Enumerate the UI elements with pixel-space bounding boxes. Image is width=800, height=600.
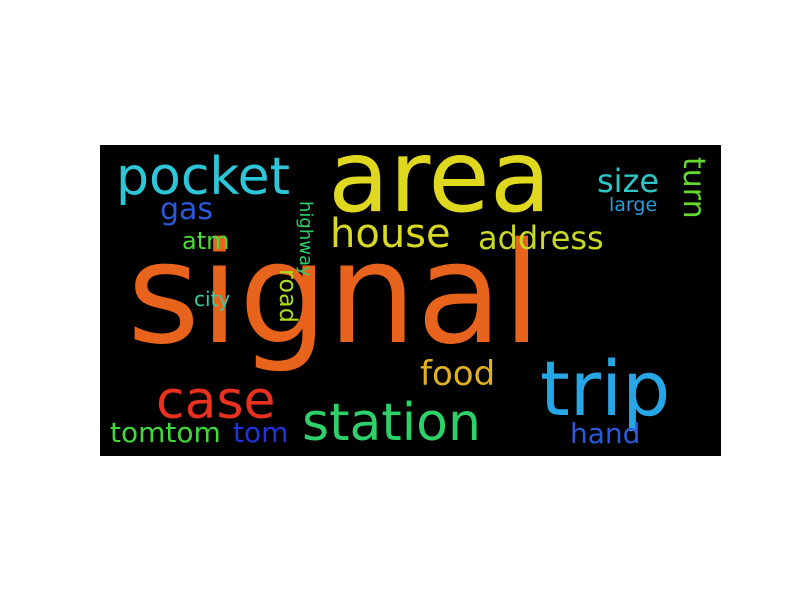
word-station: station (302, 393, 481, 453)
word-food: food (420, 354, 496, 394)
word-turn: turn (676, 157, 711, 219)
word-trip: trip (540, 344, 671, 433)
word-hand: hand (570, 417, 641, 450)
word-gas: gas (160, 192, 214, 227)
word-signal: signal (127, 213, 542, 376)
word-highway: highway (295, 201, 316, 277)
word-atm: atm (182, 227, 230, 255)
word-area: area (328, 145, 551, 235)
word-house: house (330, 211, 451, 257)
word-cloud: signal area pocket trip station case hou… (100, 145, 721, 456)
word-city: city (194, 287, 231, 311)
word-case: case (156, 371, 276, 431)
word-large: large (609, 194, 658, 216)
word-road: road (274, 269, 302, 323)
word-tom: tom (233, 416, 289, 449)
word-size: size (597, 162, 660, 200)
word-address: address (478, 219, 604, 257)
word-tomtom: tomtom (110, 416, 221, 449)
word-pocket: pocket (116, 147, 291, 207)
